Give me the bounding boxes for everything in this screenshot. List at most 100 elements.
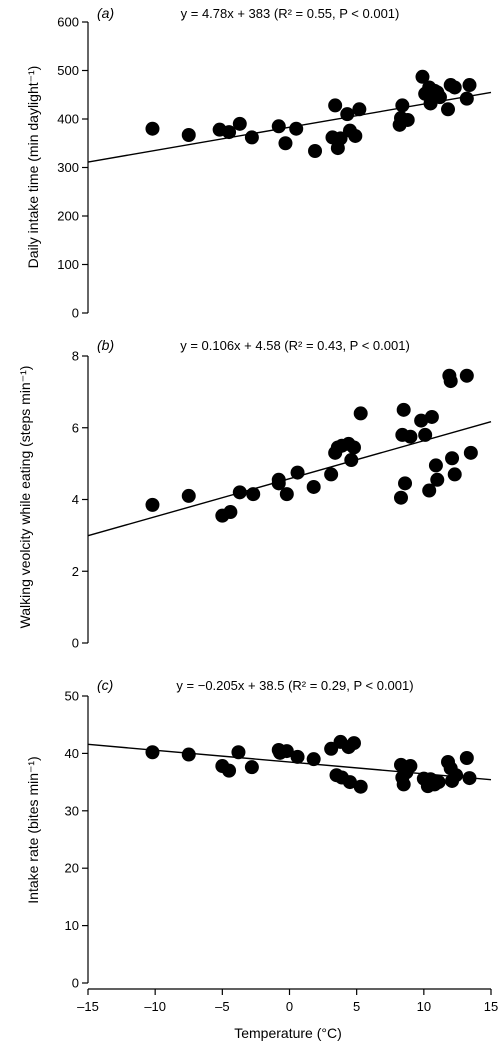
panel-a-data-point bbox=[400, 112, 415, 127]
panel-c-data-point bbox=[145, 745, 160, 760]
panel-c-data-point bbox=[342, 775, 357, 790]
panel-b-data-point bbox=[445, 451, 460, 466]
panel-b-y-tick-label: 8 bbox=[72, 349, 79, 364]
panel-c-x-tick-label: –10 bbox=[144, 999, 166, 1014]
panel-c-data-point bbox=[181, 747, 196, 762]
panel-a-data-point bbox=[244, 130, 259, 145]
panel-b-y-tick-label: 0 bbox=[72, 636, 79, 651]
panel-a-data-point bbox=[395, 98, 410, 113]
panel-a-data-point bbox=[340, 107, 355, 122]
panel-b-equation: y = 0.106x + 4.58 (R² = 0.43, P < 0.001) bbox=[180, 338, 410, 353]
panel-c-y-tick-label: 40 bbox=[65, 746, 79, 761]
panel-b-data-point bbox=[424, 409, 439, 424]
panel-a-y-tick-label: 200 bbox=[57, 209, 79, 224]
panel-a-data-point bbox=[181, 128, 196, 143]
panel-c-x-tick-label: –15 bbox=[77, 999, 99, 1014]
panel-b-data-point bbox=[430, 472, 445, 487]
panel-b-y-tick-label: 2 bbox=[72, 564, 79, 579]
panel-a-data-point bbox=[415, 69, 430, 84]
panel-a-data-point bbox=[271, 119, 286, 134]
panel-a-y-tick-label: 400 bbox=[57, 112, 79, 127]
panel-c-y-tick-label: 20 bbox=[65, 861, 79, 876]
panel-c-x-tick-label: 10 bbox=[417, 999, 431, 1014]
panel-b-data-point bbox=[279, 487, 294, 502]
panel-b-data-point bbox=[398, 476, 413, 491]
panel-a-y-axis-title: Daily intake time (min daylight⁻¹) bbox=[25, 66, 41, 269]
panel-a-y-tick-label: 0 bbox=[72, 306, 79, 321]
panel-a-data-point bbox=[432, 90, 447, 105]
panel-a-data-point bbox=[352, 102, 367, 117]
panel-c-data-point bbox=[459, 750, 474, 765]
panel-b-data-point bbox=[396, 402, 411, 417]
panel-b-data-point bbox=[232, 485, 247, 500]
panel-b-data-point bbox=[353, 406, 368, 421]
panel-a-y-tick-label: 300 bbox=[57, 160, 79, 175]
panel-a-data-point bbox=[459, 91, 474, 106]
panel-b-label: (b) bbox=[97, 337, 114, 353]
panel-c-y-tick-label: 0 bbox=[72, 976, 79, 991]
panel-a-data-point bbox=[278, 136, 293, 151]
panel-c-x-tick-label: 15 bbox=[484, 999, 498, 1014]
panel-a: (a) y = 4.78x + 383 (R² = 0.55, P < 0.00… bbox=[25, 5, 492, 321]
panel-c-y-tick-label: 10 bbox=[65, 918, 79, 933]
panel-b-data-point bbox=[344, 453, 359, 468]
panel-b-y-axis-title: Walking veolcity while eating (steps min… bbox=[17, 366, 33, 629]
panel-c-data-point bbox=[431, 775, 446, 790]
panel-c-data-point bbox=[244, 760, 259, 775]
panel-b-data-point bbox=[290, 465, 305, 480]
panel-b-data-point bbox=[271, 476, 286, 491]
panel-a-y-tick-label: 100 bbox=[57, 257, 79, 272]
panel-c-data-point bbox=[403, 759, 418, 774]
panel-b-data-point bbox=[393, 490, 408, 505]
panel-b-data-point bbox=[447, 467, 462, 482]
panel-b-data-point bbox=[246, 487, 261, 502]
panel-c-data-point bbox=[306, 752, 321, 767]
panel-c-data-point bbox=[346, 736, 361, 751]
panel-c-data-point bbox=[462, 771, 477, 786]
panel-c-y-axis-title: Intake rate (bites min⁻¹) bbox=[25, 756, 41, 903]
panel-a-y-tick-label: 500 bbox=[57, 63, 79, 78]
panel-b-data-point bbox=[306, 479, 321, 494]
panel-c-x-axis-title: Temperature (°C) bbox=[234, 1025, 342, 1041]
panel-b-data-point bbox=[463, 445, 478, 460]
panel-c-x-tick-label: 0 bbox=[286, 999, 293, 1014]
panel-c: (c) y = −0.205x + 38.5 (R² = 0.29, P < 0… bbox=[25, 677, 498, 1041]
panel-b-y-tick-label: 6 bbox=[72, 420, 79, 435]
panel-a-data-point bbox=[462, 78, 477, 93]
panel-c-x-tick-label: 5 bbox=[353, 999, 360, 1014]
panel-b-y-tick-label: 4 bbox=[72, 492, 79, 507]
panel-b-data-point bbox=[443, 374, 458, 389]
panel-a-data-point bbox=[289, 121, 304, 136]
panel-a-data-point bbox=[308, 144, 323, 159]
panel-a-label: (a) bbox=[97, 5, 114, 21]
panel-c-x-tick-label: –5 bbox=[215, 999, 229, 1014]
panel-a-data-point bbox=[222, 125, 237, 140]
panel-a-data-point bbox=[145, 121, 160, 136]
panel-b-data-point bbox=[459, 368, 474, 383]
panel-c-data-point bbox=[279, 744, 294, 759]
panel-c-y-tick-label: 50 bbox=[65, 689, 79, 704]
panel-c-equation: y = −0.205x + 38.5 (R² = 0.29, P < 0.001… bbox=[176, 678, 413, 693]
panel-b-data-point bbox=[414, 413, 429, 428]
panel-c-data-point bbox=[353, 779, 368, 794]
panel-c-data-point bbox=[449, 768, 464, 783]
panel-c-y-tick-label: 30 bbox=[65, 803, 79, 818]
panel-c-label: (c) bbox=[97, 677, 113, 693]
panel-a-equation: y = 4.78x + 383 (R² = 0.55, P < 0.001) bbox=[181, 6, 400, 21]
panel-a-data-point bbox=[447, 80, 462, 95]
panel-b-data-point bbox=[418, 427, 433, 442]
panel-b: (b) y = 0.106x + 4.58 (R² = 0.43, P < 0.… bbox=[17, 337, 492, 651]
panel-b-data-point bbox=[346, 440, 361, 455]
panel-a-data-point bbox=[348, 128, 363, 143]
panel-b-data-point bbox=[181, 488, 196, 503]
panel-b-data-point bbox=[403, 429, 418, 444]
panel-a-data-point bbox=[232, 116, 247, 131]
panel-c-data-point bbox=[396, 777, 411, 792]
panel-c-data-point bbox=[290, 749, 305, 764]
panel-a-data-point bbox=[333, 131, 348, 146]
panel-c-data-point bbox=[231, 745, 246, 760]
panel-a-y-tick-label: 600 bbox=[57, 15, 79, 30]
panel-b-data-point bbox=[324, 467, 339, 482]
panel-b-data-point bbox=[145, 497, 160, 512]
